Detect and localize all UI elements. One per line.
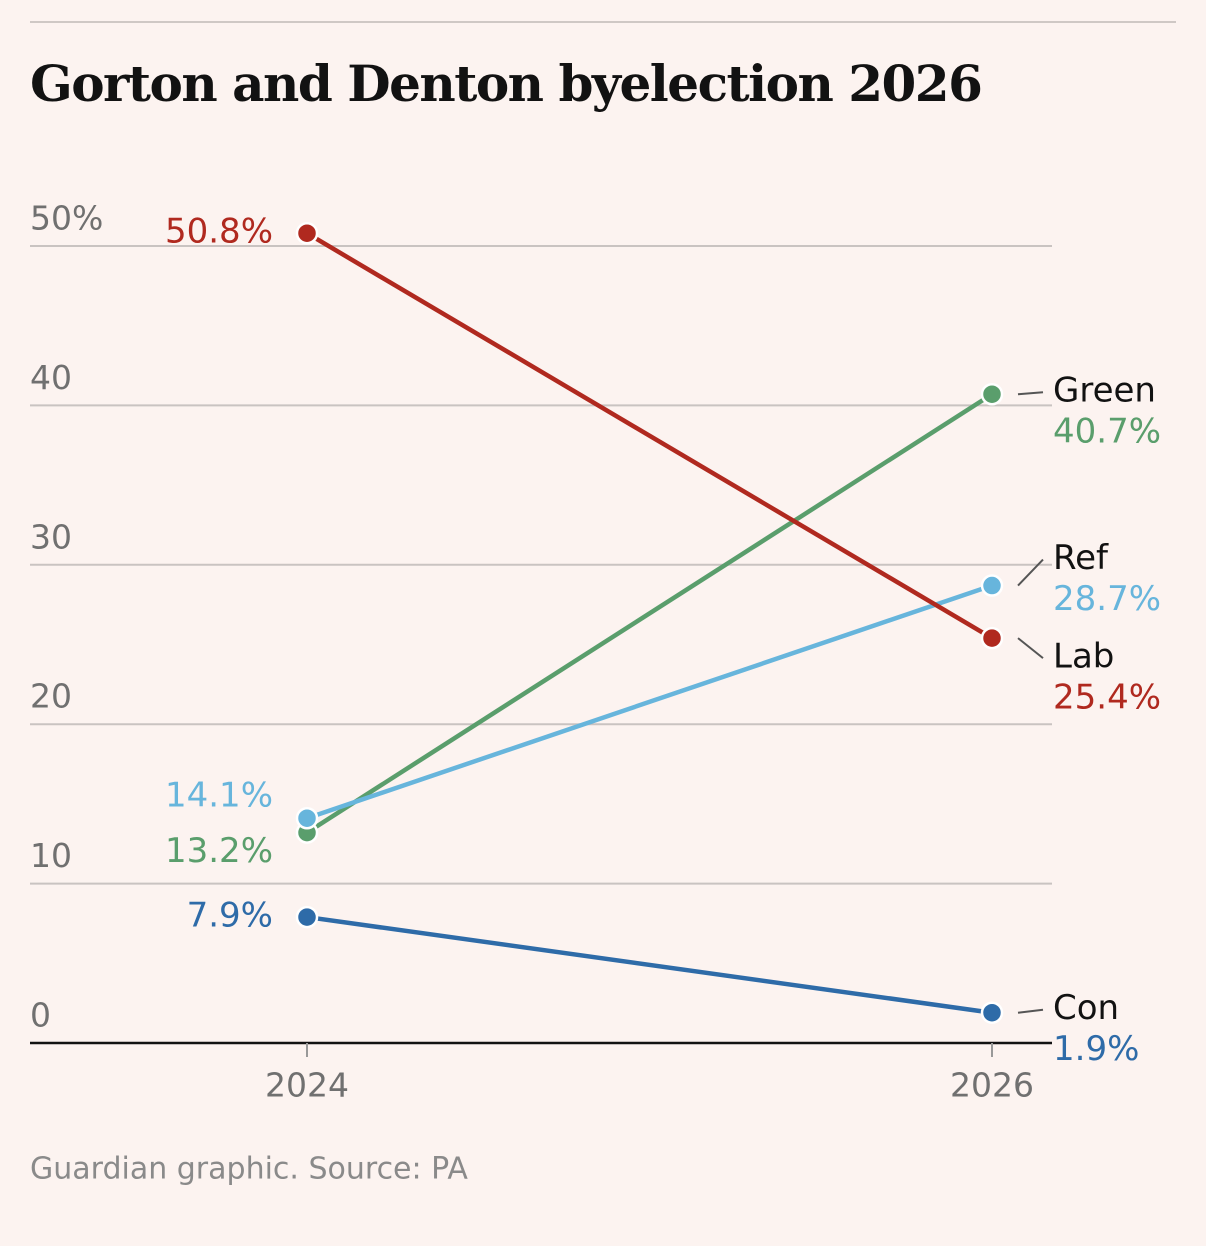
leader-line: [1017, 1008, 1044, 1014]
y-tick-label: 30: [30, 517, 72, 556]
point: [295, 806, 319, 830]
value-label: 50.8%: [165, 212, 273, 252]
value-label: 40.7%: [1053, 412, 1161, 452]
series-line: [306, 583, 993, 821]
y-tick-label: 50%: [30, 199, 103, 238]
legend-label: Lab: [1053, 637, 1114, 677]
chart-title: Gorton and Denton byelection 2026: [30, 54, 981, 113]
legend-label: Ref: [1053, 538, 1109, 578]
value-label: 28.7%: [1053, 579, 1161, 619]
value-label: 14.1%: [165, 776, 273, 816]
series-line: [305, 231, 994, 641]
y-tick-label: 20: [30, 677, 72, 716]
legend-label: Con: [1053, 988, 1119, 1028]
point: [980, 574, 1004, 597]
point: [980, 626, 1004, 650]
value-label: 1.9%: [1053, 1029, 1139, 1069]
leader-line: [1017, 637, 1044, 659]
leader-line: [1017, 391, 1044, 396]
value-label: 25.4%: [1053, 678, 1161, 718]
value-label: 13.2%: [165, 831, 273, 871]
point: [295, 221, 319, 245]
source-note: Guardian graphic. Source: PA: [30, 1152, 468, 1187]
y-tick-label: 0: [30, 996, 51, 1035]
point: [980, 1001, 1004, 1024]
point: [980, 382, 1004, 406]
leader-line: [1017, 558, 1044, 587]
series-line: [305, 392, 994, 835]
legend-label: Green: [1053, 371, 1156, 411]
value-label: 7.9%: [187, 896, 273, 936]
x-tick-label: 2026: [950, 1066, 1034, 1105]
y-tick-label: 40: [30, 358, 72, 397]
point: [295, 905, 319, 929]
x-tick-label: 2024: [265, 1066, 349, 1105]
series-line: [306, 914, 993, 1015]
y-tick-label: 10: [30, 836, 72, 875]
